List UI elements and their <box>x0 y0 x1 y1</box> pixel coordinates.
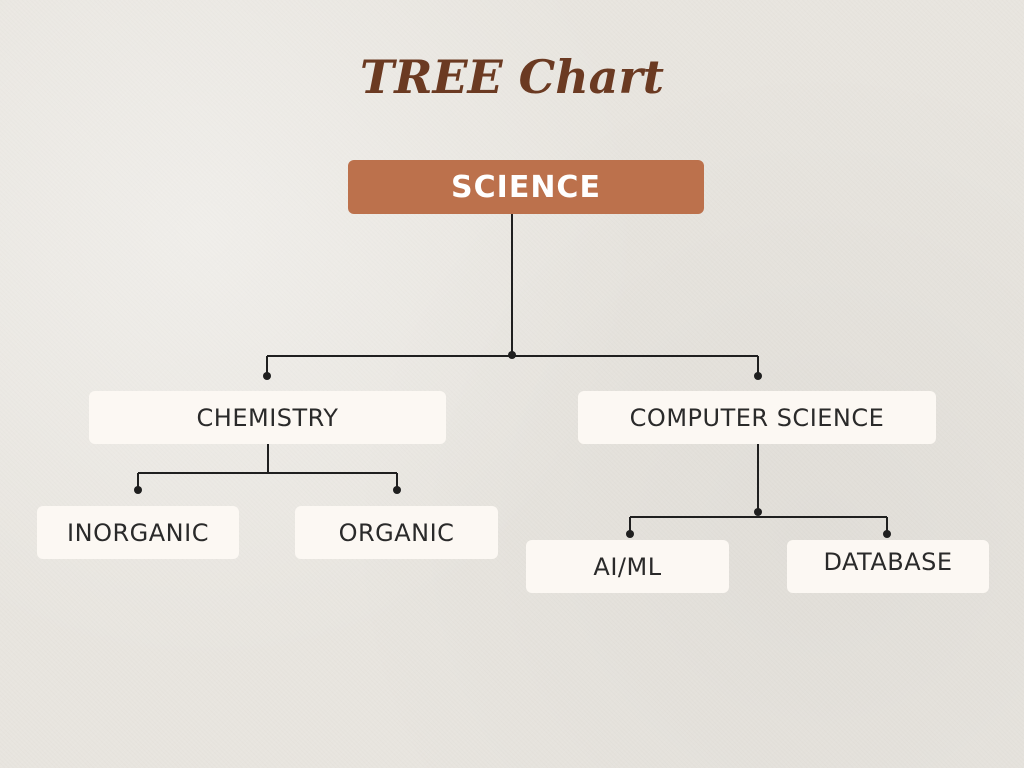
node-organic: ORGANIC <box>295 506 498 559</box>
connector-dot-cs <box>754 372 762 380</box>
connector-dot-aiml <box>626 530 634 538</box>
connector-dot-inorganic <box>134 486 142 494</box>
connector-dot-junction-root <box>508 351 516 359</box>
node-database: DATABASE <box>787 540 989 593</box>
connector-dot-organic <box>393 486 401 494</box>
connector-dot-junction-cs <box>754 508 762 516</box>
node-computer-science: COMPUTER SCIENCE <box>578 391 936 444</box>
node-root: SCIENCE <box>348 160 704 214</box>
node-inorganic: INORGANIC <box>37 506 239 559</box>
diagram-title: TREE Chart <box>360 50 664 104</box>
node-chemistry: CHEMISTRY <box>89 391 446 444</box>
node-aiml: AI/ML <box>526 540 729 593</box>
connector-dot-database <box>883 530 891 538</box>
connector-dot-chemistry <box>263 372 271 380</box>
